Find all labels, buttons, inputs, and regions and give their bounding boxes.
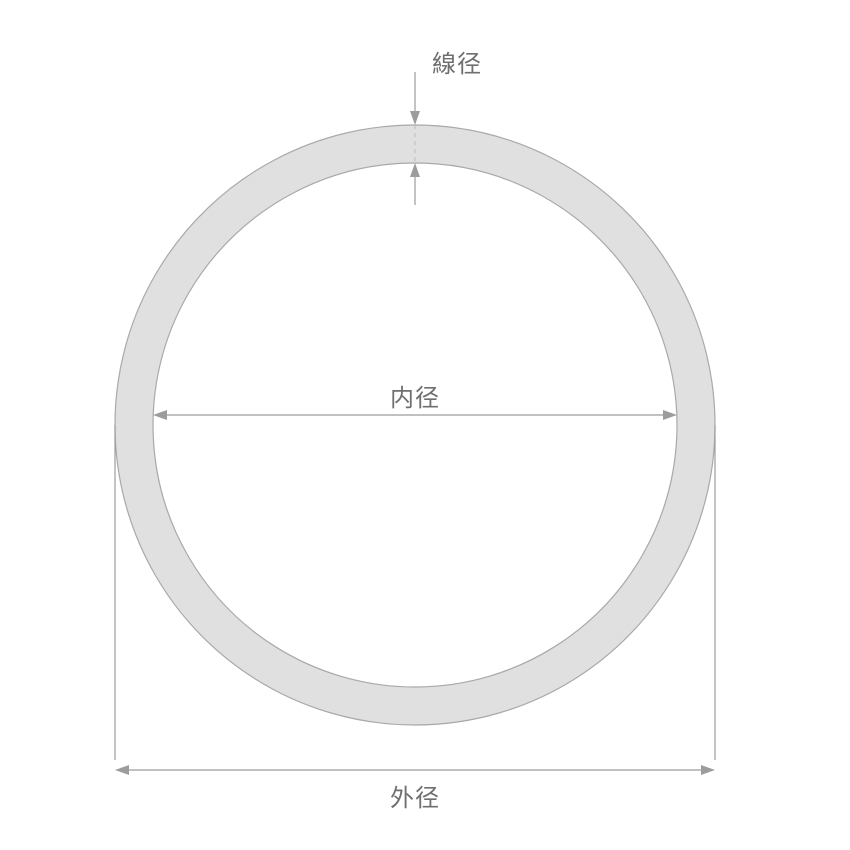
wire-diameter-label: 線径 — [432, 44, 482, 79]
ring-diagram-svg — [0, 0, 850, 850]
inner-diameter-label: 内径 — [390, 378, 440, 413]
diagram-canvas: 線径 内径 外径 — [0, 0, 850, 850]
outer-diameter-label: 外径 — [390, 778, 440, 813]
